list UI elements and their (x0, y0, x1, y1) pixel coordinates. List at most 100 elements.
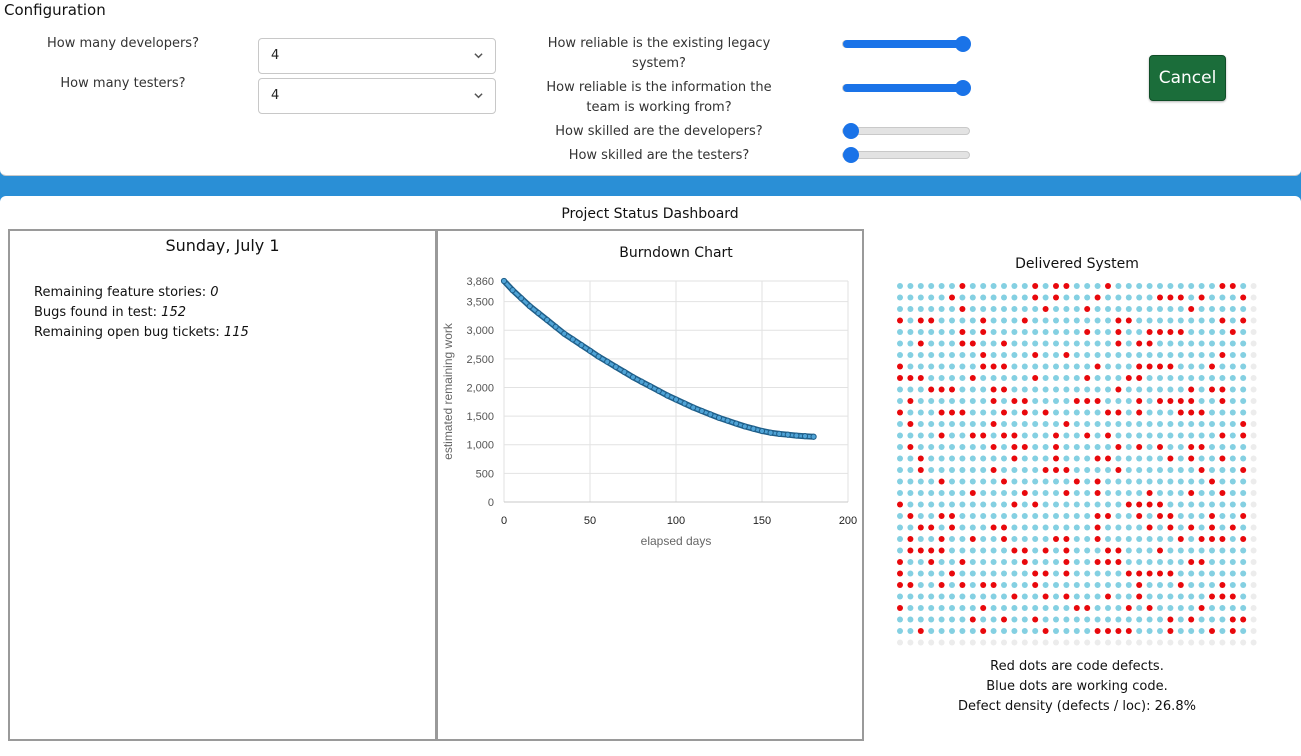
defect-dot (1229, 616, 1236, 623)
working-code-dot (1063, 432, 1070, 439)
working-code-dot (1094, 582, 1101, 588)
working-code-dot (1084, 409, 1091, 416)
empty-dot (1240, 639, 1247, 646)
defect-dot (1177, 409, 1184, 416)
working-code-dot (949, 559, 955, 565)
working-code-dot (1073, 536, 1080, 542)
working-code-dot (1188, 501, 1195, 508)
working-code-dot (1219, 467, 1226, 473)
working-code-dot (1032, 490, 1039, 496)
working-code-dot (1084, 386, 1091, 393)
working-code-dot (1146, 547, 1153, 554)
working-code-dot (897, 421, 903, 427)
defect-dot (990, 363, 997, 370)
developers-select[interactable]: 4 (258, 38, 496, 74)
working-code-dot (1240, 605, 1247, 611)
working-code-dot (1188, 536, 1195, 542)
working-code-dot (990, 455, 997, 462)
slider-thumb[interactable] (843, 147, 859, 163)
working-code-dot (1219, 375, 1226, 381)
working-code-dot (1001, 605, 1007, 611)
working-code-dot (1032, 628, 1039, 634)
working-code-dot (897, 616, 903, 623)
working-code-dot (1073, 363, 1080, 370)
working-code-dot (980, 294, 987, 301)
working-code-dot (1105, 375, 1111, 381)
working-code-dot (1021, 329, 1028, 335)
working-code-dot (1021, 352, 1028, 358)
working-code-dot (1053, 386, 1059, 393)
working-code-dot (938, 593, 945, 600)
legacy-reliability-slider[interactable] (842, 36, 971, 52)
working-code-dot (1125, 340, 1132, 347)
information-reliability-slider[interactable] (842, 80, 971, 96)
working-code-dot (1115, 432, 1122, 439)
working-code-dot (1011, 605, 1018, 611)
working-code-dot (1209, 283, 1215, 289)
defect-dot (1053, 455, 1059, 462)
defect-dot (1053, 432, 1059, 439)
defect-dot (980, 329, 987, 335)
working-code-dot (1042, 386, 1049, 393)
testers-select[interactable]: 4 (258, 78, 496, 114)
working-code-dot (1021, 628, 1028, 634)
working-code-dot (1146, 478, 1153, 485)
working-code-dot (1001, 444, 1007, 450)
defect-dot (949, 386, 955, 393)
working-code-dot (1219, 547, 1226, 554)
working-code-dot (1021, 536, 1028, 542)
empty-dot (1250, 628, 1257, 634)
working-code-dot (1146, 306, 1153, 312)
empty-dot (1250, 421, 1257, 427)
working-code-dot (907, 283, 914, 289)
defect-dot (1115, 340, 1122, 347)
data-point (526, 303, 533, 310)
defect-dot (1032, 294, 1039, 301)
developer-skill-slider[interactable] (842, 123, 970, 139)
working-code-dot (1157, 616, 1163, 623)
working-code-dot (1125, 559, 1132, 565)
empty-dot (1250, 605, 1257, 611)
cancel-button[interactable]: Cancel (1149, 55, 1226, 101)
x-tick-label: 0 (501, 515, 507, 527)
working-code-dot (949, 363, 955, 370)
slider-thumb[interactable] (955, 36, 971, 52)
slider-thumb[interactable] (843, 123, 859, 139)
working-code-dot (1011, 421, 1018, 427)
working-code-dot (1073, 559, 1080, 565)
defect-dot (1084, 329, 1091, 335)
working-code-dot (1094, 283, 1101, 289)
working-code-dot (1136, 421, 1143, 427)
working-code-dot (1063, 628, 1070, 634)
working-code-dot (1146, 467, 1153, 473)
working-code-dot (1229, 513, 1236, 519)
working-code-dot (1105, 386, 1111, 393)
working-code-dot (1198, 432, 1205, 439)
working-code-dot (1240, 455, 1247, 462)
working-code-dot (1001, 593, 1007, 600)
working-code-dot (1198, 478, 1205, 485)
y-axis-label: estimated remaining work (441, 322, 455, 460)
slider-thumb[interactable] (955, 80, 971, 96)
working-code-dot (1073, 582, 1080, 588)
defect-dot (1219, 536, 1226, 542)
working-code-dot (907, 340, 914, 347)
defect-dot (1177, 536, 1184, 542)
working-code-dot (917, 444, 924, 450)
working-code-dot (1229, 421, 1236, 427)
data-point (724, 417, 731, 424)
tester-skill-slider[interactable] (842, 147, 970, 163)
working-code-dot (1094, 467, 1101, 473)
defect-dot (917, 340, 924, 347)
working-code-dot (1063, 317, 1070, 324)
working-code-dot (1021, 306, 1028, 312)
working-code-dot (1001, 375, 1007, 381)
working-code-dot (1053, 306, 1059, 312)
defect-dot (928, 559, 935, 565)
working-code-dot (917, 363, 924, 370)
working-code-dot (949, 317, 955, 324)
working-code-dot (917, 513, 924, 519)
empty-dot (1167, 639, 1174, 646)
working-code-dot (928, 352, 935, 358)
working-code-dot (1001, 547, 1007, 554)
